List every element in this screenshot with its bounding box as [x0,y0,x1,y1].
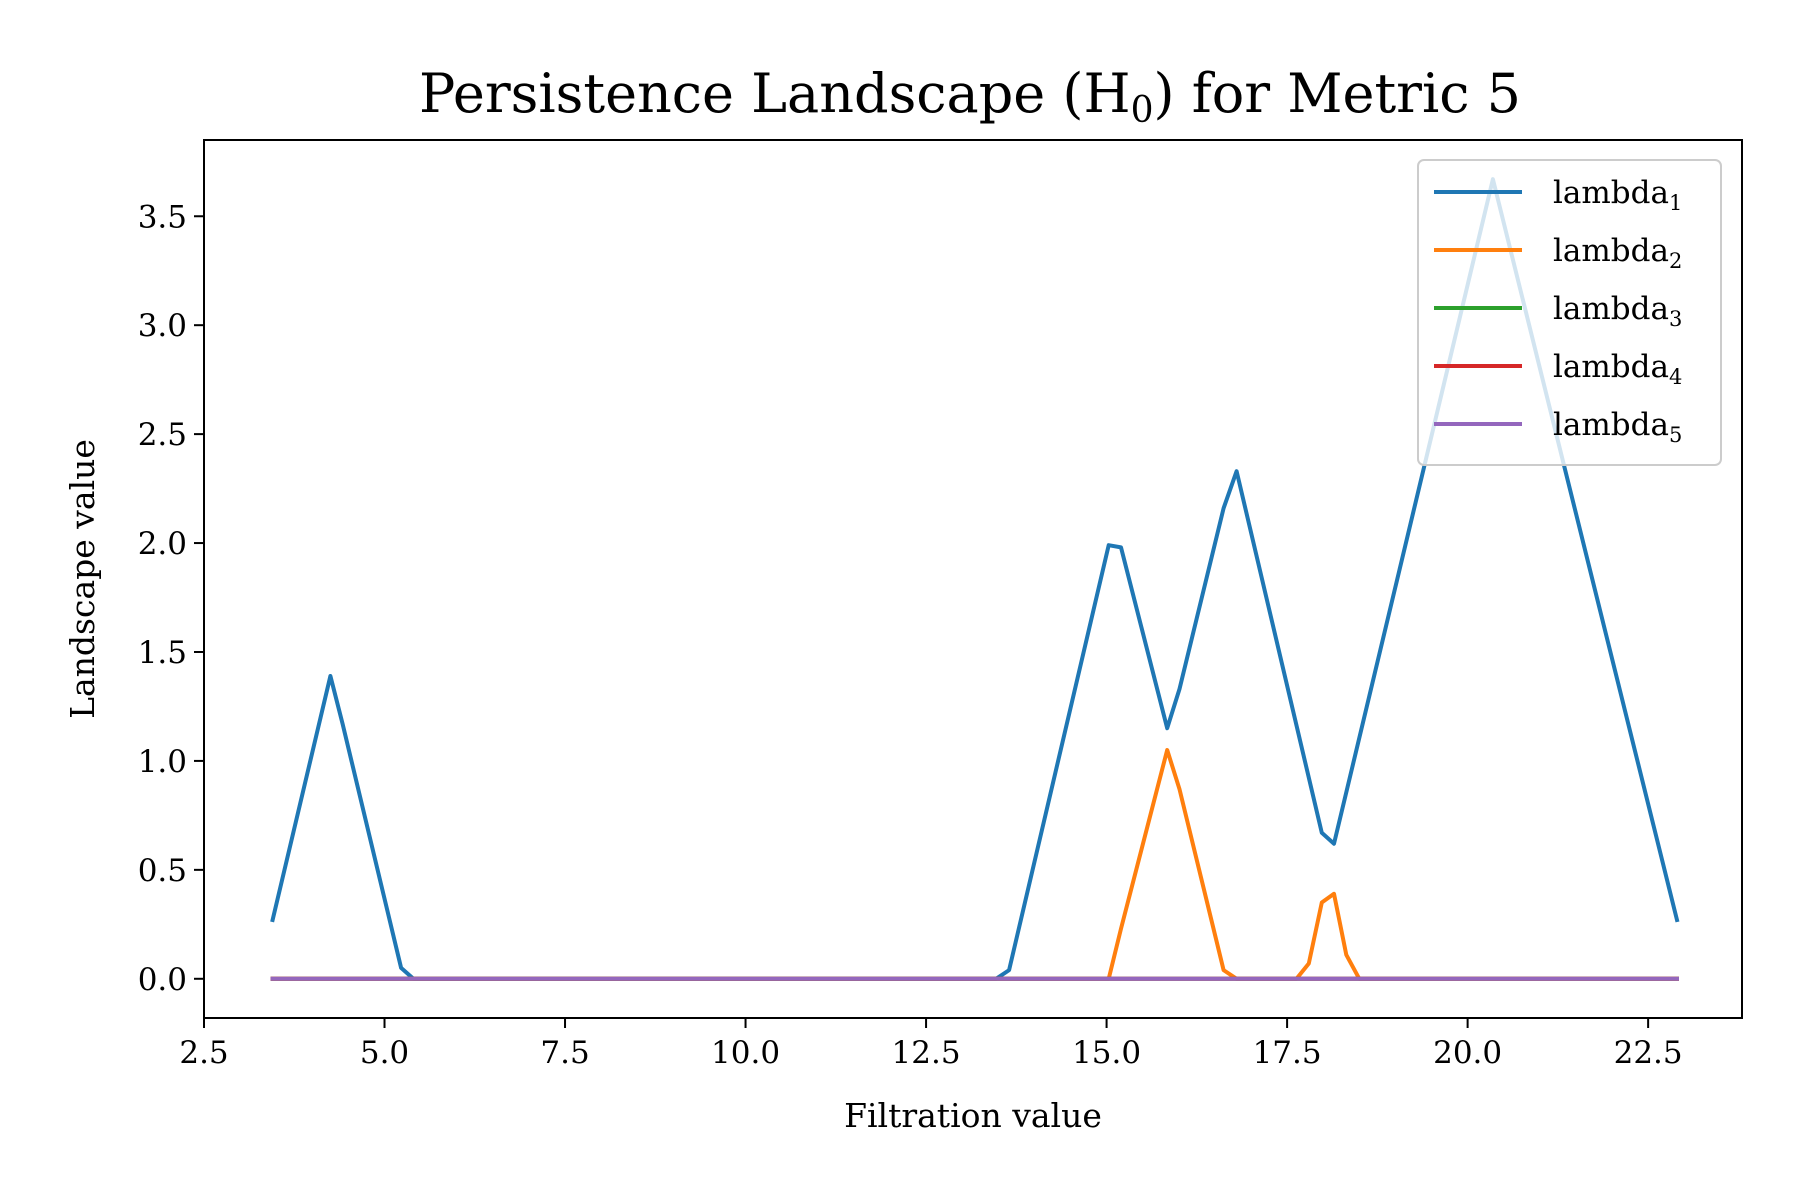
legend-entries: lambda1 lambda2 lambda3 lambda4 lambda5 [1434,175,1682,447]
x-tick-label: 15.0 [1072,1035,1141,1071]
y-axis-ticks: 0.0 0.5 1.0 1.5 2.0 2.5 3.0 3.5 [138,199,204,998]
legend: lambda1 lambda2 lambda3 lambda4 lambda5 [1417,159,1722,466]
chart-title-subscript: 0 [1131,90,1154,131]
x-tick-label: 17.5 [1253,1035,1322,1071]
x-axis-label: Filtration value [844,1096,1102,1135]
legend-label-lambda-4: lambda4 [1553,349,1682,389]
legend-label-lambda-3: lambda3 [1553,291,1682,331]
legend-label-lambda-1: lambda1 [1553,175,1682,215]
plot-area-frame [203,139,1743,1019]
y-tick-label: 2.5 [138,417,187,453]
y-tick-label: 1.0 [138,744,187,780]
x-tick-label: 10.0 [711,1035,780,1071]
legend-label-lambda-5: lambda5 [1553,407,1682,447]
legend-box [1417,159,1722,466]
x-tick-label: 7.5 [540,1035,589,1071]
chart-title-main: Persistence Landscape (H [419,62,1131,125]
chart-title: Persistence Landscape (H0) for Metric 5 [419,62,1521,131]
y-tick-label: 2.0 [138,526,187,562]
chart-title-suffix: ) for Metric 5 [1153,62,1521,125]
y-axis-label: Landscape value [63,439,102,719]
y-tick-label: 3.5 [138,199,187,235]
y-tick-label: 0.0 [138,962,187,998]
series-layer [270,177,1680,981]
series-line-lambda-1 [270,177,1680,981]
y-tick-label: 1.5 [138,635,187,671]
x-tick-label: 2.5 [179,1035,228,1071]
legend-label-lambda-2: lambda2 [1553,233,1682,273]
x-axis-ticks: 2.5 5.0 7.5 10.0 12.5 15.0 17.5 20.0 22.5 [179,1018,1683,1071]
x-tick-label: 5.0 [360,1035,409,1071]
x-tick-label: 20.0 [1433,1035,1502,1071]
y-tick-label: 3.0 [138,308,187,344]
y-tick-label: 0.5 [138,853,187,889]
x-tick-label: 22.5 [1614,1035,1683,1071]
x-tick-label: 12.5 [892,1035,961,1071]
